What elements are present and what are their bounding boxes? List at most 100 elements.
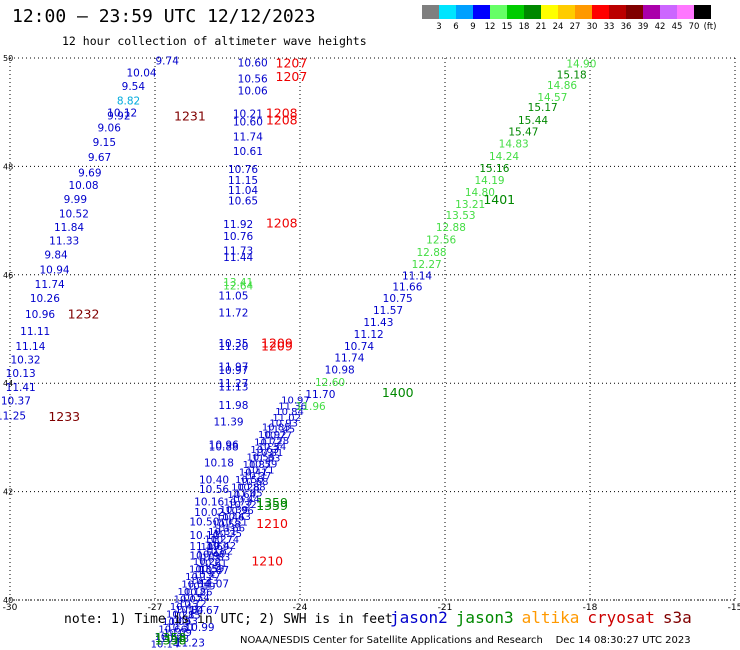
data-point-label: 11.36 xyxy=(278,401,307,412)
data-point-label: 10.94 xyxy=(40,264,70,276)
scale-tick-label: 18 xyxy=(518,22,530,32)
data-point-label: 10.21 xyxy=(233,108,263,120)
data-point-label: 12.88 xyxy=(417,247,447,259)
data-point-label: 10.60 xyxy=(238,57,268,69)
data-point-label: 9.06 xyxy=(98,122,122,134)
data-point-label: 13.21 xyxy=(455,199,485,211)
data-point-label: 11.97 xyxy=(218,361,248,373)
y-tick-label: 50 xyxy=(3,54,13,63)
data-point-label: 11.45 xyxy=(266,425,295,436)
data-point-label: 10.97 xyxy=(281,395,310,406)
data-point-label: 11.12 xyxy=(354,329,384,341)
data-point-label: 10.54 xyxy=(258,442,287,453)
time-label: 1207 xyxy=(276,55,308,70)
data-point-label: 11.73 xyxy=(223,245,253,257)
scale-swatch xyxy=(524,5,541,19)
data-point-label: 10.93 xyxy=(269,419,298,430)
data-point-label: 11.84 xyxy=(54,222,84,234)
x-tick-label: -15 xyxy=(728,603,740,613)
data-point-label: 10.19 xyxy=(187,582,216,593)
data-point-label: 10.31 xyxy=(208,527,237,538)
data-point-label: 15.18 xyxy=(557,69,587,81)
data-point-label: 9.92 xyxy=(107,110,130,122)
data-point-label: 11.74 xyxy=(35,279,65,291)
credit-text: NOAA/NESDIS Center for Satellite Applica… xyxy=(240,635,543,646)
scale-tick-label: 3 xyxy=(436,22,442,32)
time-label: 1208 xyxy=(266,215,298,230)
footer-note: note: 1) Time is in UTC; 2) SWH is in fe… xyxy=(64,612,393,627)
data-point-label: 10.48 xyxy=(197,550,226,561)
data-point-label: 10.07 xyxy=(174,595,203,606)
scale-tick-label: 42 xyxy=(654,22,666,32)
data-point-label: 10.09 xyxy=(162,617,191,628)
data-point-label: 10.71 xyxy=(246,465,275,476)
data-point-label: 10.56 xyxy=(199,484,229,496)
data-point-label: 10.09 xyxy=(163,628,192,639)
data-point-label: 10.32 xyxy=(11,354,41,366)
data-point-label: 10.35 xyxy=(213,529,242,540)
data-point-label: 12.60 xyxy=(315,377,345,389)
data-point-label: 10.39 xyxy=(220,505,249,516)
data-point-label: 14.57 xyxy=(537,92,567,104)
data-point-label: 11.14 xyxy=(402,270,432,282)
satellite-legend: jason2 jason3 altika cryosat s3a xyxy=(390,608,700,627)
data-point-label: 10.12 xyxy=(178,599,207,610)
x-tick-label: -21 xyxy=(438,603,453,613)
data-point-label: 11.02 xyxy=(272,413,301,424)
data-point-label: 10.18 xyxy=(204,457,234,469)
data-point-label: 10.12 xyxy=(185,572,214,583)
time-label: 1231 xyxy=(174,109,206,124)
x-tick-label: -30 xyxy=(3,603,18,613)
data-point-label: 10.06 xyxy=(238,86,268,98)
data-point-label: 10.72 xyxy=(254,438,283,449)
data-point-label: 10.22 xyxy=(193,557,222,568)
data-point-label: 10.53 xyxy=(169,616,198,627)
scale-tick-label: 30 xyxy=(586,22,598,32)
data-point-label: 14.90 xyxy=(566,58,596,70)
data-point-label: 10.54 xyxy=(181,593,210,604)
data-point-label: 10.60 xyxy=(233,116,263,128)
scale-swatch xyxy=(558,5,575,19)
data-point-label: 10.61 xyxy=(233,146,263,158)
time-label: 1359 xyxy=(256,495,288,510)
data-point-label: 10.08 xyxy=(69,180,99,192)
data-point-label: 11.74 xyxy=(334,353,364,365)
page-subtitle: 12 hour collection of altimeter wave hei… xyxy=(62,34,367,48)
data-point-label: 11.63 xyxy=(252,454,281,465)
data-point-label: 10.66 xyxy=(158,624,187,635)
data-point-label: 10.64 xyxy=(227,490,256,501)
data-point-label: 11.27 xyxy=(218,378,248,390)
data-point-label: 10.97 xyxy=(218,365,248,377)
time-label: 1208 xyxy=(266,112,298,127)
data-point-label: 9.15 xyxy=(93,137,116,149)
data-point-label: 12.64 xyxy=(223,281,253,293)
scale-swatch xyxy=(490,5,507,19)
data-point-label: 11.41 xyxy=(6,382,36,394)
data-point-label: 10.96 xyxy=(225,506,254,517)
data-point-label: 15.44 xyxy=(518,115,548,127)
data-point-label: 11.23 xyxy=(175,637,205,649)
time-label: 1233 xyxy=(48,409,80,424)
x-tick-label: -24 xyxy=(293,603,308,613)
time-label: 1207 xyxy=(276,69,308,84)
data-point-label: 11.05 xyxy=(218,290,248,302)
time-label: 1232 xyxy=(68,306,100,321)
scale-swatch xyxy=(626,5,643,19)
time-label: 1358 xyxy=(155,633,187,648)
data-point-label: 11.15 xyxy=(228,175,258,187)
data-point-label: 11.92 xyxy=(223,219,253,231)
time-label: 1208 xyxy=(266,105,298,120)
legend-entry: jason3 xyxy=(455,608,514,627)
legend-entry: jason2 xyxy=(390,608,448,627)
data-point-label: 10.40 xyxy=(199,475,229,487)
data-point-label: 10.13 xyxy=(6,368,36,380)
y-tick-label: 40 xyxy=(3,596,13,605)
data-point-label: 9.69 xyxy=(78,167,101,179)
data-point-label: 13.41 xyxy=(223,277,253,289)
data-point-label: 10.85 xyxy=(262,423,291,434)
data-point-label: 10.50 xyxy=(189,516,219,528)
data-point-label: 10.76 xyxy=(223,231,253,243)
data-point-label: 10.32 xyxy=(155,632,184,643)
scale-tick-label: 33 xyxy=(603,22,615,32)
time-label: 1400 xyxy=(382,385,414,400)
